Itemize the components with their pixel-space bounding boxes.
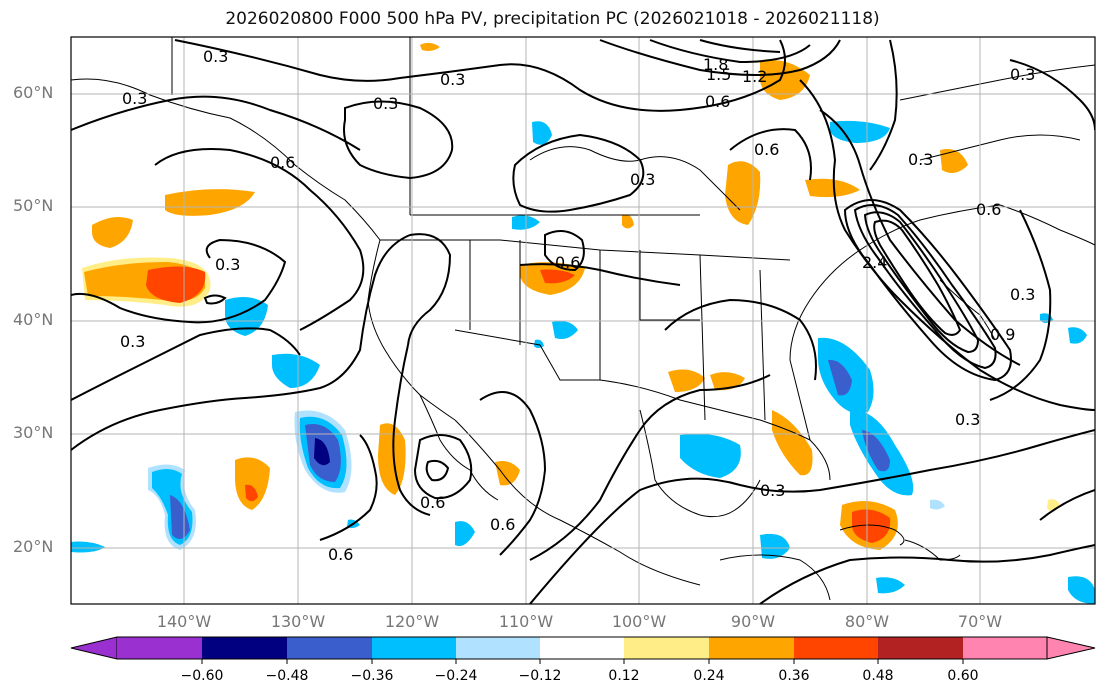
lon-label: 70°W — [957, 612, 1003, 631]
contour-label: 0.3 — [1010, 285, 1035, 304]
colorbar-tick-label: −0.48 — [265, 668, 309, 684]
colorbar-tick-label: 0.24 — [693, 668, 725, 684]
contour-label: 0.6 — [490, 515, 515, 534]
colorbar-swatch — [287, 637, 372, 659]
colorbar-swatch — [963, 637, 1047, 659]
contour-label: 0.3 — [1010, 65, 1035, 84]
colorbar-tick-label: 0.48 — [862, 668, 894, 684]
colorbar-swatch — [794, 637, 878, 659]
lon-label: 100°W — [611, 612, 667, 631]
contour-label: 0.6 — [420, 493, 445, 512]
lat-label: 60°N — [13, 83, 54, 102]
lon-label: 80°W — [844, 612, 890, 631]
contour-label: 0.3 — [215, 255, 240, 274]
contour-label: 0.3 — [122, 89, 147, 108]
colorbar-swatch — [202, 637, 287, 659]
contour-label: 0.3 — [203, 47, 228, 66]
contour-label: 1.2 — [742, 67, 767, 86]
contour-label: 0.6 — [754, 140, 779, 159]
lat-label: 40°N — [13, 310, 54, 329]
contour-label: 0.3 — [440, 70, 465, 89]
precip-positive-anomalies — [82, 42, 1060, 550]
lat-label: 20°N — [13, 537, 54, 556]
colorbar-swatch — [540, 637, 624, 659]
contour-label: 0.6 — [976, 200, 1001, 219]
colorbar-extend-high — [1046, 636, 1096, 660]
lon-label: 140°W — [156, 612, 212, 631]
colorbar-tick-label: −0.12 — [518, 668, 562, 684]
contour-label: 0.6 — [555, 253, 580, 272]
colorbar-tick-label: 0.12 — [608, 668, 640, 684]
colorbar-swatch — [878, 637, 963, 659]
lon-label: 120°W — [384, 612, 440, 631]
colorbar-tick-label: −0.24 — [434, 668, 478, 684]
chart-title: 2026020800 F000 500 hPa PV, precipitatio… — [225, 9, 880, 29]
coastlines-and-borders — [71, 37, 1095, 601]
contour-labels: 0.3 0.3 0.3 0.3 0.6 0.3 0.3 0.6 0.3 0.6 … — [120, 47, 1035, 564]
lon-label: 110°W — [498, 612, 554, 631]
lon-label: 90°W — [730, 612, 776, 631]
contour-label: 1.5 — [706, 65, 731, 84]
contour-label: 0.3 — [955, 410, 980, 429]
lat-label: 30°N — [13, 423, 54, 442]
colorbar-extend-low — [70, 636, 118, 660]
colorbar-tick-label: 0.36 — [778, 668, 810, 684]
lat-label: 50°N — [13, 196, 54, 215]
contour-label: 0.6 — [328, 545, 353, 564]
colorbar — [70, 636, 1096, 664]
colorbar-swatch — [372, 637, 456, 659]
contour-label: 0.3 — [373, 94, 398, 113]
colorbar-tick-label: −0.60 — [180, 668, 224, 684]
colorbar-swatch — [709, 637, 794, 659]
contour-label: 0.3 — [908, 150, 933, 169]
contour-label: 0.3 — [120, 332, 145, 351]
pv-contours — [71, 39, 1095, 604]
contour-label: 0.6 — [270, 153, 295, 172]
colorbar-tick-label: 0.60 — [947, 668, 979, 684]
contour-label: 1.8 — [703, 55, 728, 74]
contour-label: 2.4 — [862, 253, 887, 272]
contour-label: 0.3 — [630, 170, 655, 189]
colorbar-swatch — [117, 637, 202, 659]
plot-border — [70, 36, 1096, 605]
contour-label: 0.6 — [705, 92, 730, 111]
colorbar-swatch — [624, 637, 709, 659]
contour-label: 0.3 — [760, 481, 785, 500]
contour-label: 0.9 — [990, 325, 1015, 344]
precip-negative-anomalies — [71, 120, 1095, 604]
colorbar-swatch — [456, 637, 540, 659]
colorbar-tick-label: −0.36 — [350, 668, 394, 684]
lon-label: 130°W — [270, 612, 326, 631]
